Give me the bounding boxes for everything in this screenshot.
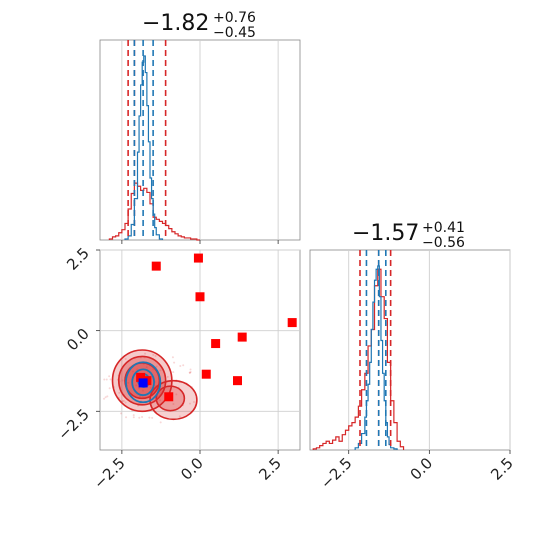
joint-sample-point <box>171 356 174 359</box>
joint-blue-contour <box>131 368 155 397</box>
joint-sample-point <box>103 378 106 381</box>
joint-sample-point <box>124 401 127 404</box>
x-title-plus: +0.76 <box>213 10 256 26</box>
joint-red-marker <box>151 261 161 271</box>
joint-sample-point <box>152 368 155 371</box>
joint-blue-contour <box>125 361 162 404</box>
joint-sample-point <box>106 395 109 398</box>
joint-panel: −2.5 −2.5 0.0 0.0 2.5 2.5 <box>54 244 301 493</box>
y-title-value: −1.57 <box>352 221 419 246</box>
joint-sample-point <box>151 416 154 419</box>
joint-y-tick-label: 0.0 <box>63 325 93 355</box>
y-marginal-tick-label: 2.5 <box>487 454 517 484</box>
y-marginal-blue-histogram <box>354 265 398 450</box>
joint-x-tick-label: 0.0 <box>177 454 207 484</box>
joint-sample-point <box>182 364 185 367</box>
joint-sample-point <box>132 414 135 417</box>
joint-sample-point <box>189 402 192 405</box>
joint-sample-point <box>189 368 192 371</box>
y-title-minus: −0.56 <box>422 235 465 251</box>
joint-sample-point <box>103 397 106 400</box>
x-title-minus: −0.45 <box>213 25 256 41</box>
joint-sample-point <box>118 391 121 394</box>
joint-red-marker <box>136 372 146 382</box>
joint-sample-point <box>145 366 148 369</box>
joint-red-marker <box>287 318 297 328</box>
joint-sample-point <box>154 355 157 358</box>
joint-x-tick-label: −2.5 <box>90 454 128 492</box>
y-marginal-tick-label: 0.0 <box>407 454 437 484</box>
x-title-value: −1.82 <box>142 11 209 36</box>
y-marginal-tick-label: −2.5 <box>317 454 355 492</box>
y-marginal-frame <box>309 249 511 451</box>
joint-sample-point <box>132 416 135 419</box>
joint-sample-point <box>120 412 123 415</box>
joint-sample-point <box>159 421 162 424</box>
joint-sample-point <box>149 386 152 389</box>
joint-red-marker <box>237 332 247 342</box>
joint-y-tick-label: 2.5 <box>63 244 93 274</box>
joint-sample-point <box>105 378 108 381</box>
joint-sample-point <box>141 415 144 418</box>
y-marginal-panel: −2.5 0.0 2.5 <box>309 249 517 493</box>
joint-sample-point <box>104 396 107 399</box>
joint-red-marker <box>211 339 221 349</box>
joint-sample-point <box>136 368 139 371</box>
joint-sample-point <box>152 353 155 356</box>
joint-sample-point <box>175 393 178 396</box>
joint-sample-point <box>188 371 191 374</box>
joint-sample-point <box>135 384 138 387</box>
joint-sample-point <box>159 399 162 402</box>
joint-sample-point <box>159 369 162 372</box>
joint-sample-point <box>141 389 144 392</box>
joint-sample-point <box>188 371 191 374</box>
joint-sample-point <box>132 370 135 373</box>
joint-sample-point <box>138 416 141 419</box>
x-marginal-red-histogram <box>108 182 200 241</box>
joint-sample-point <box>108 375 111 378</box>
joint-sample-point <box>121 400 124 403</box>
joint-sample-point <box>144 352 147 355</box>
joint-sample-point <box>172 403 175 406</box>
joint-red-marker <box>193 253 203 263</box>
joint-sample-point <box>172 371 175 374</box>
joint-sample-point <box>179 364 182 367</box>
joint-sample-point <box>122 400 125 403</box>
joint-red-marker <box>233 376 242 386</box>
x-marginal-panel <box>99 39 301 244</box>
joint-sample-point <box>108 387 111 390</box>
joint-sample-point <box>138 387 141 390</box>
joint-sample-point <box>148 416 151 419</box>
y-marginal-title: −1.57 +0.41 −0.56 <box>352 220 465 251</box>
x-marginal-title: −1.82 +0.76 −0.45 <box>142 10 256 41</box>
joint-sample-point <box>189 371 192 374</box>
joint-sample-point <box>178 415 181 418</box>
y-title-plus: +0.41 <box>422 220 465 236</box>
joint-x-tick-label: 2.5 <box>255 454 285 484</box>
joint-sample-point <box>124 358 127 361</box>
joint-sample-point <box>155 365 158 368</box>
joint-sample-point <box>125 416 128 419</box>
joint-sample-point <box>166 375 169 378</box>
joint-y-tick-label: −2.5 <box>54 405 92 443</box>
joint-sample-point <box>121 379 124 382</box>
y-marginal-red-histogram <box>312 268 405 450</box>
joint-red-marker <box>195 292 205 302</box>
joint-red-marker <box>201 369 211 379</box>
joint-sample-point <box>173 361 176 364</box>
joint-blue-marker <box>138 378 148 388</box>
joint-sample-point <box>109 378 112 381</box>
joint-red-marker <box>164 392 174 402</box>
joint-sample-point <box>192 400 195 403</box>
joint-sample-point <box>127 381 130 384</box>
